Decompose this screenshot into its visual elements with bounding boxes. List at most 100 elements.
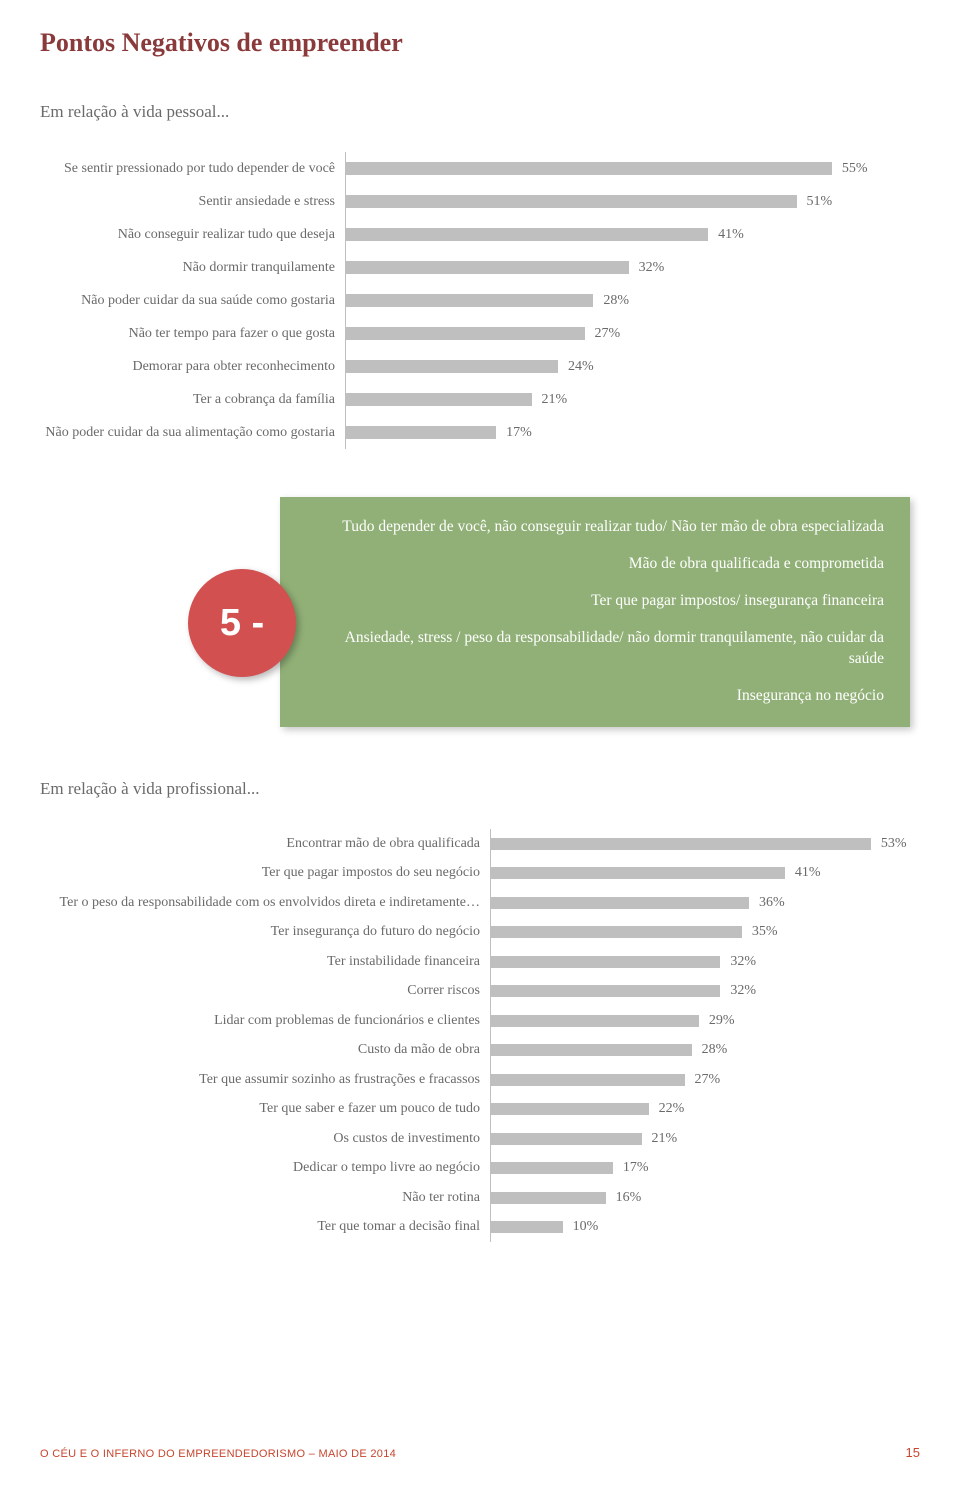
callout-line: Ansiedade, stress / peso da responsabili… bbox=[320, 628, 884, 670]
chart-row-track: 55% bbox=[345, 152, 875, 185]
chart-row-label: Ter que pagar impostos do seu negócio bbox=[40, 865, 490, 881]
chart-row-label: Ter que tomar a decisão final bbox=[40, 1219, 490, 1235]
chart-row-track: 41% bbox=[490, 859, 920, 889]
callout-block: 5 - Tudo depender de você, não conseguir… bbox=[40, 497, 920, 727]
chart-professional: Encontrar mão de obra qualificada 53% Ter … bbox=[40, 829, 920, 1242]
chart-bar bbox=[346, 294, 593, 307]
footer: O CÉU E O INFERNO DO EMPREENDEDORISMO – … bbox=[40, 1445, 920, 1460]
chart-row-label: Não ter tempo para fazer o que gosta bbox=[40, 326, 345, 342]
chart-bar-value: 32% bbox=[639, 260, 665, 276]
chart-row-track: 41% bbox=[345, 218, 875, 251]
chart-row-track: 28% bbox=[490, 1036, 920, 1066]
callout-line: Mão de obra qualificada e comprometida bbox=[320, 554, 884, 575]
chart-row-label: Ter instabilidade financeira bbox=[40, 954, 490, 970]
chart-bar-value: 32% bbox=[730, 983, 756, 999]
chart-bar-value: 24% bbox=[568, 359, 594, 375]
chart-row-track: 53% bbox=[490, 829, 920, 859]
chart-row: Custo da mão de obra 28% bbox=[40, 1036, 920, 1066]
chart-row: Não poder cuidar da sua saúde como gosta… bbox=[40, 284, 920, 317]
chart-bar bbox=[491, 1192, 606, 1204]
chart-bar-value: 16% bbox=[616, 1190, 642, 1206]
chart-bar bbox=[491, 1162, 613, 1174]
chart-row: Demorar para obter reconhecimento 24% bbox=[40, 350, 920, 383]
chart-row-label: Não ter rotina bbox=[40, 1190, 490, 1206]
chart-row-label: Custo da mão de obra bbox=[40, 1042, 490, 1058]
chart-bar-value: 29% bbox=[709, 1013, 735, 1029]
chart-bar bbox=[346, 327, 585, 340]
chart-row-track: 51% bbox=[345, 185, 875, 218]
chart-bar-value: 27% bbox=[595, 326, 621, 342]
chart-bar-value: 32% bbox=[730, 954, 756, 970]
chart-row-label: Os custos de investimento bbox=[40, 1131, 490, 1147]
chart-bar-value: 21% bbox=[652, 1131, 678, 1147]
chart-row-label: Ter a cobrança da família bbox=[40, 392, 345, 408]
chart-row-label: Ter o peso da responsabilidade com os en… bbox=[40, 895, 490, 911]
chart-bar-value: 36% bbox=[759, 895, 785, 911]
chart-row-label: Encontrar mão de obra qualificada bbox=[40, 836, 490, 852]
chart-row-track: 27% bbox=[345, 317, 875, 350]
chart-row: Os custos de investimento 21% bbox=[40, 1124, 920, 1154]
chart-bar bbox=[346, 261, 629, 274]
chart-bar bbox=[491, 1044, 692, 1056]
subtitle-personal: Em relação à vida pessoal... bbox=[40, 102, 920, 122]
chart-row-track: 21% bbox=[490, 1124, 920, 1154]
chart-row-label: Não conseguir realizar tudo que deseja bbox=[40, 227, 345, 243]
chart-row: Dedicar o tempo livre ao negócio17% bbox=[40, 1154, 920, 1184]
chart-bar bbox=[491, 867, 785, 879]
chart-bar bbox=[491, 838, 871, 850]
chart-row-track: 32% bbox=[345, 251, 875, 284]
chart-row-track: 10% bbox=[490, 1213, 920, 1243]
chart-row: Não conseguir realizar tudo que deseja 41… bbox=[40, 218, 920, 251]
chart-row: Não dormir tranquilamente 32% bbox=[40, 251, 920, 284]
chart-row-track: 28% bbox=[345, 284, 875, 317]
badge-circle: 5 - bbox=[188, 569, 296, 677]
chart-bar bbox=[346, 426, 496, 439]
chart-bar bbox=[346, 195, 797, 208]
chart-row-label: Dedicar o tempo livre ao negócio bbox=[40, 1160, 490, 1176]
chart-bar bbox=[491, 926, 742, 938]
chart-bar-value: 51% bbox=[807, 194, 833, 210]
chart-bar bbox=[346, 360, 558, 373]
chart-row-track: 36% bbox=[490, 888, 920, 918]
chart-row: Ter insegurança do futuro do negócio35% bbox=[40, 918, 920, 948]
chart-row-label: Não dormir tranquilamente bbox=[40, 260, 345, 276]
chart-row: Se sentir pressionado por tudo depender … bbox=[40, 152, 920, 185]
chart-bar bbox=[346, 228, 708, 241]
chart-bar-value: 41% bbox=[718, 227, 744, 243]
chart-row: Correr riscos 32% bbox=[40, 977, 920, 1007]
chart-row: Ter a cobrança da família21% bbox=[40, 383, 920, 416]
chart-row: Não ter rotina 16% bbox=[40, 1183, 920, 1213]
chart-row-label: Se sentir pressionado por tudo depender … bbox=[40, 161, 345, 177]
chart-row: Ter o peso da responsabilidade com os en… bbox=[40, 888, 920, 918]
chart-row-label: Demorar para obter reconhecimento bbox=[40, 359, 345, 375]
callout-line: Tudo depender de você, não conseguir rea… bbox=[320, 517, 884, 538]
chart-bar bbox=[491, 1103, 649, 1115]
chart-row: Não poder cuidar da sua alimentação como… bbox=[40, 416, 920, 449]
chart-bar-value: 55% bbox=[842, 161, 868, 177]
chart-row-track: 32% bbox=[490, 947, 920, 977]
subtitle-professional: Em relação à vida profissional... bbox=[40, 779, 920, 799]
chart-bar-value: 53% bbox=[881, 836, 907, 852]
chart-row-track: 24% bbox=[345, 350, 875, 383]
callout-line: Ter que pagar impostos/ insegurança fina… bbox=[320, 591, 884, 612]
chart-bar-value: 28% bbox=[702, 1042, 728, 1058]
page-title: Pontos Negativos de empreender bbox=[40, 28, 920, 58]
chart-row-track: 17% bbox=[345, 416, 875, 449]
chart-row-label: Ter que saber e fazer um pouco de tudo bbox=[40, 1101, 490, 1117]
chart-row: Não ter tempo para fazer o que gosta 27% bbox=[40, 317, 920, 350]
badge-text: 5 - bbox=[220, 602, 264, 645]
callout-box: Tudo depender de você, não conseguir rea… bbox=[280, 497, 910, 727]
chart-bar bbox=[346, 162, 832, 175]
chart-bar bbox=[491, 897, 749, 909]
chart-bar bbox=[491, 1133, 642, 1145]
footer-left: O CÉU E O INFERNO DO EMPREENDEDORISMO – … bbox=[40, 1448, 396, 1460]
chart-row-label: Sentir ansiedade e stress bbox=[40, 194, 345, 210]
chart-bar-value: 28% bbox=[603, 293, 629, 309]
chart-bar bbox=[491, 985, 720, 997]
chart-bar-value: 41% bbox=[795, 865, 821, 881]
chart-bar-value: 10% bbox=[573, 1219, 599, 1235]
chart-personal: Se sentir pressionado por tudo depender … bbox=[40, 152, 920, 449]
chart-row-track: 21% bbox=[345, 383, 875, 416]
chart-bar-value: 35% bbox=[752, 924, 778, 940]
chart-row-label: Correr riscos bbox=[40, 983, 490, 999]
